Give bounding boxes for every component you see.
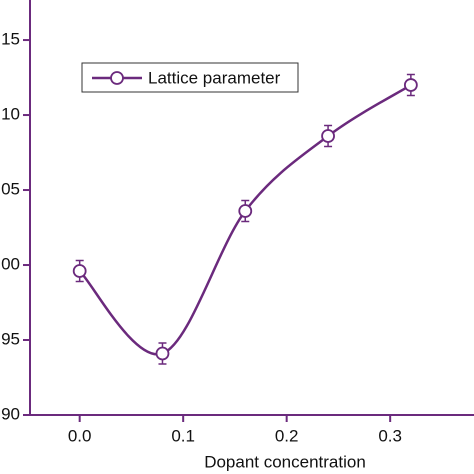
y-tick-label: 95	[1, 329, 20, 348]
x-axis-label: Dopant concentration	[204, 452, 366, 471]
y-tick-label: 90	[1, 404, 20, 423]
x-tick-label: 0.3	[378, 426, 402, 445]
legend-label: Lattice parameter	[148, 68, 281, 87]
data-line	[78, 83, 412, 356]
x-tick-label: 0.2	[275, 426, 299, 445]
data-point	[321, 129, 335, 143]
y-tick-label: 05	[1, 180, 20, 199]
x-tick-label: 0.0	[68, 426, 92, 445]
data-point	[403, 78, 418, 92]
data-point	[238, 204, 253, 218]
x-tick-label: 0.1	[171, 426, 195, 445]
data-point	[72, 264, 87, 278]
y-tick-label: 10	[1, 105, 20, 124]
y-tick-label: 15	[1, 30, 20, 49]
y-tick-label: 00	[1, 255, 20, 274]
legend-marker	[110, 71, 124, 85]
data-point	[155, 346, 170, 361]
